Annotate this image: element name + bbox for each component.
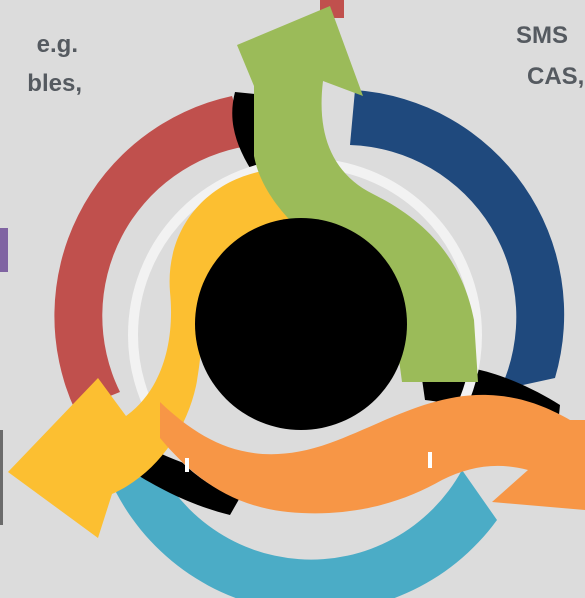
left-purple-tab xyxy=(0,228,8,272)
right-text-line-2: CAS, xyxy=(527,63,584,90)
green-arrow xyxy=(237,6,478,382)
left-text-line-1: e.g. xyxy=(37,31,78,58)
right-text-line-1: SMS xyxy=(516,22,568,49)
orange-arrow xyxy=(160,394,585,514)
left-gray-line xyxy=(0,430,3,525)
blue-ring-segment xyxy=(350,90,565,390)
left-text-line-2: bles, xyxy=(27,70,82,97)
yellow-arrow xyxy=(8,170,302,538)
red-ring-segment xyxy=(54,96,249,410)
gap-mark-left xyxy=(185,458,189,472)
gap-mark-right xyxy=(428,452,432,468)
core-circle xyxy=(195,218,407,430)
cyan-ring-segment xyxy=(110,448,497,598)
